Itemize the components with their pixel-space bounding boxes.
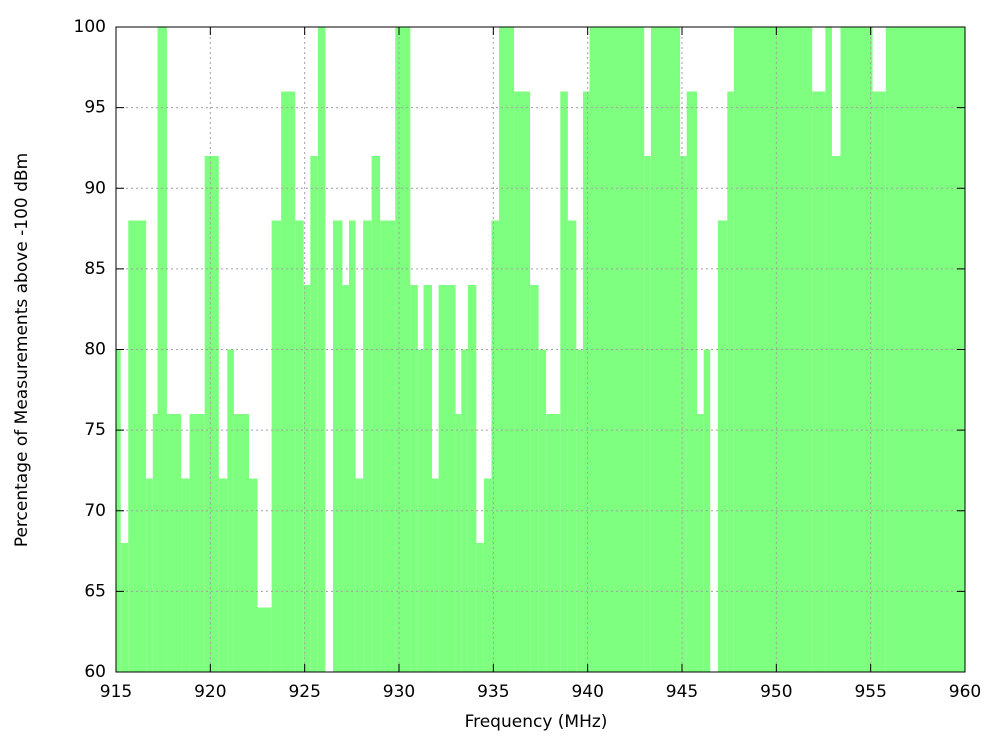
bar bbox=[560, 91, 568, 672]
y-tick-label: 80 bbox=[84, 340, 106, 360]
y-tick-label: 60 bbox=[84, 662, 106, 682]
bar bbox=[733, 27, 813, 672]
bar bbox=[295, 220, 304, 672]
x-tick-label: 915 bbox=[100, 682, 132, 702]
bar bbox=[363, 220, 372, 672]
bar bbox=[281, 91, 296, 672]
bar bbox=[680, 156, 687, 672]
bar bbox=[727, 91, 734, 672]
x-tick-label: 955 bbox=[854, 682, 886, 702]
bar bbox=[233, 414, 250, 672]
x-tick-label: 940 bbox=[571, 682, 603, 702]
bar bbox=[249, 478, 258, 672]
bar bbox=[257, 607, 272, 672]
bar bbox=[432, 478, 439, 672]
y-axis-label: Percentage of Measurements above -100 dB… bbox=[12, 153, 32, 547]
x-tick-label: 945 bbox=[666, 682, 698, 702]
bar bbox=[218, 478, 228, 672]
bar bbox=[467, 285, 477, 672]
bar bbox=[189, 414, 205, 672]
bar bbox=[271, 220, 282, 672]
x-tick-label: 930 bbox=[383, 682, 415, 702]
bar bbox=[567, 220, 577, 672]
y-tick-label: 85 bbox=[84, 259, 106, 279]
bar bbox=[514, 91, 531, 672]
bar bbox=[872, 91, 886, 672]
bar bbox=[380, 220, 396, 672]
bar bbox=[650, 27, 681, 672]
bar bbox=[152, 414, 158, 672]
bar bbox=[146, 478, 153, 672]
x-tick-label: 935 bbox=[477, 682, 509, 702]
bar bbox=[332, 220, 343, 672]
bar bbox=[491, 220, 499, 672]
x-tick-label: 960 bbox=[949, 682, 981, 702]
bar bbox=[825, 27, 832, 672]
bar bbox=[349, 220, 356, 672]
bar bbox=[476, 543, 484, 672]
x-tick-label: 950 bbox=[760, 682, 792, 702]
y-tick-label: 95 bbox=[84, 98, 106, 118]
bar bbox=[483, 478, 492, 672]
y-tick-label: 100 bbox=[74, 17, 106, 37]
x-axis-label: Frequency (MHz) bbox=[465, 712, 608, 732]
bar bbox=[128, 220, 147, 672]
bar bbox=[204, 156, 219, 672]
x-tick-label: 925 bbox=[288, 682, 320, 702]
bar bbox=[371, 156, 381, 672]
x-tick-label: 920 bbox=[194, 682, 226, 702]
y-tick-label: 75 bbox=[84, 420, 106, 440]
bar bbox=[417, 349, 424, 672]
bar bbox=[644, 156, 651, 672]
y-tick-label: 90 bbox=[84, 178, 106, 198]
bar bbox=[342, 285, 350, 672]
bar bbox=[227, 349, 234, 672]
bar bbox=[438, 285, 456, 672]
bar bbox=[310, 156, 318, 672]
bar bbox=[576, 349, 583, 672]
bar bbox=[812, 91, 826, 672]
bar bbox=[530, 285, 539, 672]
y-tick-label: 70 bbox=[84, 501, 106, 521]
bar bbox=[410, 285, 418, 672]
bar bbox=[181, 478, 190, 672]
bar bbox=[455, 414, 462, 672]
y-tick-label: 65 bbox=[84, 581, 106, 601]
bar bbox=[423, 285, 433, 672]
bar bbox=[831, 156, 841, 672]
bar bbox=[717, 220, 728, 672]
bar bbox=[461, 349, 468, 672]
bar bbox=[582, 91, 590, 672]
plot-frame bbox=[115, 26, 966, 673]
bar bbox=[697, 414, 704, 672]
bar bbox=[166, 414, 182, 672]
bar bbox=[303, 285, 311, 672]
bar bbox=[686, 91, 698, 672]
bar bbox=[546, 414, 561, 672]
bar bbox=[355, 478, 364, 672]
bar bbox=[120, 543, 129, 672]
